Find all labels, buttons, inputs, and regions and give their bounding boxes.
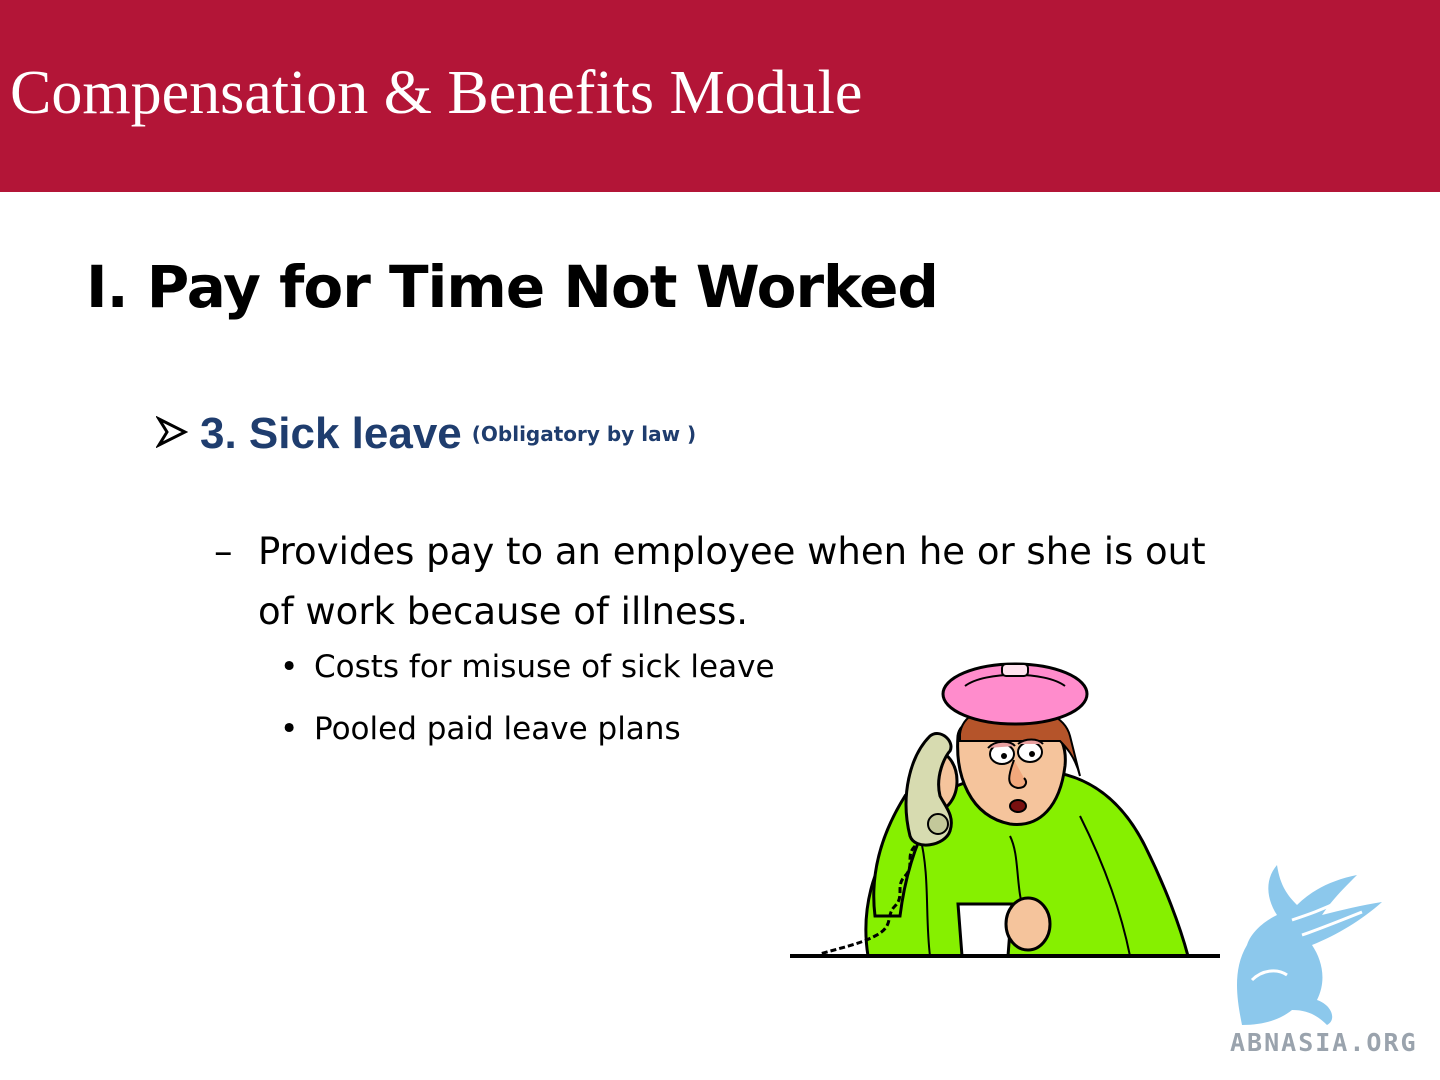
- sick-leave-title: 3. Sick leave: [200, 409, 462, 458]
- bullet-item: • Costs for misuse of sick leave: [280, 652, 775, 683]
- description-text: Provides pay to an employee when he or s…: [258, 530, 1206, 633]
- sick-leave-note: (Obligatory by law ): [471, 422, 697, 446]
- sick-leave-item: 3. Sick leave (Obligatory by law ): [154, 409, 697, 458]
- bullet-dot-icon: •: [280, 649, 299, 685]
- logo-text: ABNASIA.ORG: [1230, 1028, 1418, 1057]
- header-bar: Compensation & Benefits Module: [0, 0, 1440, 192]
- bullet-text: Pooled paid leave plans: [314, 711, 681, 747]
- header-title: Compensation & Benefits Module: [10, 59, 863, 127]
- sick-person-on-phone-illustration: [790, 662, 1220, 958]
- sick-leave-description: – Provides pay to an employee when he or…: [214, 522, 1214, 642]
- bullet-dot-icon: •: [280, 711, 299, 747]
- slide-heading: I. Pay for Time Not Worked: [86, 253, 939, 321]
- dash-bullet-icon: –: [214, 530, 233, 573]
- bullet-text: Costs for misuse of sick leave: [314, 649, 775, 685]
- arrow-bullet-icon: [154, 415, 189, 452]
- bullet-item: • Pooled paid leave plans: [280, 714, 681, 745]
- griffin-logo-icon: [1237, 865, 1382, 1025]
